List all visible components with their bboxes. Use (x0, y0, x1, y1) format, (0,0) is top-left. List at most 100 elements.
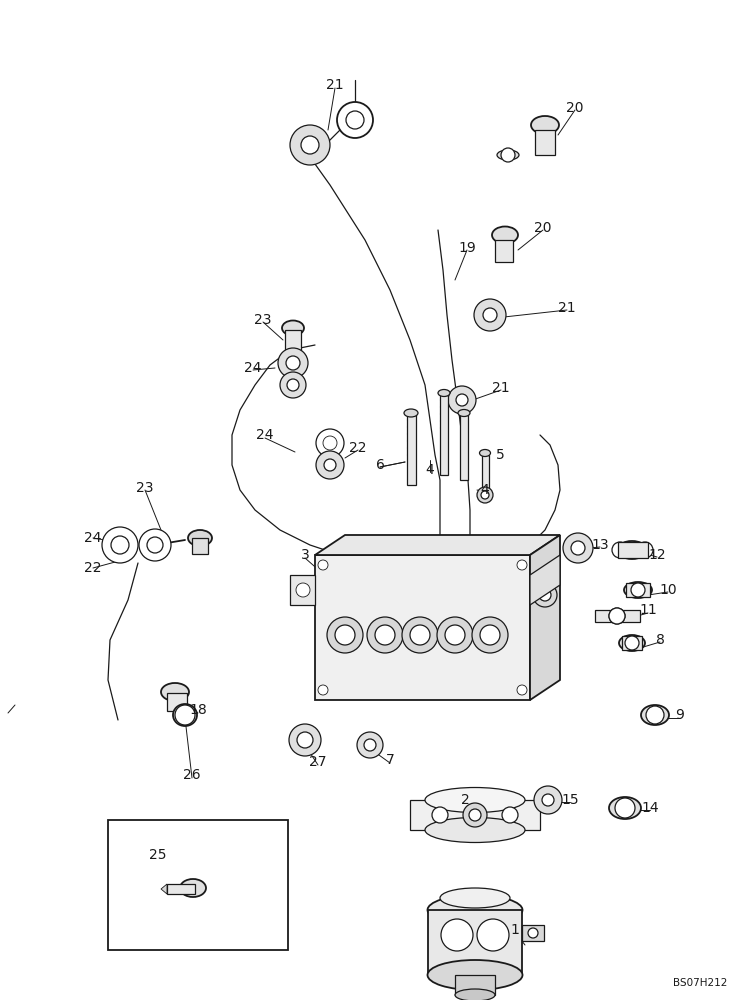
Text: 10: 10 (659, 583, 677, 597)
Circle shape (147, 537, 163, 553)
Circle shape (318, 560, 328, 570)
Circle shape (502, 807, 518, 823)
Circle shape (612, 542, 628, 558)
Bar (595, 610, 640, 622)
Circle shape (290, 125, 330, 165)
Text: 1: 1 (510, 923, 519, 937)
Text: 20: 20 (566, 101, 584, 115)
Text: 19: 19 (458, 241, 476, 255)
Circle shape (327, 617, 363, 653)
Circle shape (542, 794, 554, 806)
Ellipse shape (427, 895, 522, 925)
Circle shape (297, 732, 313, 748)
Bar (622, 636, 642, 650)
Bar (455, 975, 495, 995)
Circle shape (111, 536, 129, 554)
Ellipse shape (641, 705, 669, 725)
Circle shape (445, 625, 465, 645)
Circle shape (472, 617, 508, 653)
Circle shape (324, 459, 336, 471)
Circle shape (474, 299, 506, 331)
Bar (167, 693, 187, 711)
Polygon shape (315, 535, 560, 555)
Text: 22: 22 (349, 441, 367, 455)
Bar (407, 415, 416, 485)
Bar (428, 910, 522, 975)
Circle shape (615, 798, 635, 818)
Text: 9: 9 (676, 708, 684, 722)
Circle shape (483, 308, 497, 322)
Circle shape (296, 583, 310, 597)
Text: 4: 4 (426, 463, 435, 477)
Bar (108, 820, 288, 950)
Text: BS07H212: BS07H212 (673, 978, 727, 988)
Text: 3: 3 (301, 548, 309, 562)
Circle shape (437, 617, 473, 653)
Circle shape (609, 608, 625, 624)
Circle shape (286, 356, 300, 370)
Ellipse shape (455, 989, 495, 1000)
Ellipse shape (440, 888, 510, 908)
Circle shape (477, 919, 509, 951)
Circle shape (316, 451, 344, 479)
Polygon shape (161, 884, 167, 894)
Circle shape (364, 739, 376, 751)
Circle shape (637, 542, 653, 558)
Ellipse shape (180, 879, 206, 897)
Text: 26: 26 (183, 768, 201, 782)
Ellipse shape (425, 818, 525, 842)
Polygon shape (530, 555, 560, 605)
Ellipse shape (438, 389, 450, 396)
Text: 14: 14 (641, 801, 658, 815)
Circle shape (469, 809, 481, 821)
Circle shape (539, 589, 551, 601)
Circle shape (517, 685, 527, 695)
Circle shape (631, 583, 645, 597)
Circle shape (280, 372, 306, 398)
Bar (535, 130, 555, 155)
Text: 21: 21 (326, 78, 344, 92)
Bar (440, 395, 448, 475)
Ellipse shape (617, 541, 647, 559)
Text: 24: 24 (84, 531, 102, 545)
Circle shape (456, 394, 468, 406)
Circle shape (346, 111, 364, 129)
Text: 24: 24 (244, 361, 262, 375)
Circle shape (410, 625, 430, 645)
Text: 15: 15 (561, 793, 579, 807)
Text: 21: 21 (558, 301, 576, 315)
Text: 23: 23 (136, 481, 153, 495)
Circle shape (367, 617, 403, 653)
Ellipse shape (609, 608, 625, 624)
Circle shape (402, 617, 438, 653)
Bar (482, 455, 489, 500)
Text: 27: 27 (309, 755, 327, 769)
Circle shape (533, 583, 557, 607)
Ellipse shape (173, 704, 197, 726)
Text: 21: 21 (492, 381, 510, 395)
Bar (285, 330, 301, 352)
Ellipse shape (188, 530, 212, 546)
Circle shape (337, 102, 373, 138)
Circle shape (139, 529, 171, 561)
Circle shape (335, 625, 355, 645)
Ellipse shape (479, 450, 491, 456)
Ellipse shape (528, 928, 538, 938)
Ellipse shape (492, 227, 518, 243)
Bar (192, 538, 208, 554)
Ellipse shape (619, 635, 645, 651)
Text: 6: 6 (376, 458, 385, 472)
Polygon shape (410, 800, 540, 830)
Text: 7: 7 (386, 753, 395, 767)
Text: 5: 5 (496, 448, 504, 462)
Polygon shape (530, 535, 560, 700)
Text: 12: 12 (648, 548, 666, 562)
Bar (495, 240, 513, 262)
Ellipse shape (427, 960, 522, 990)
Polygon shape (290, 575, 315, 605)
Text: 18: 18 (189, 703, 207, 717)
Polygon shape (315, 555, 530, 700)
Text: 20: 20 (534, 221, 552, 235)
Circle shape (375, 625, 395, 645)
Text: 8: 8 (655, 633, 665, 647)
